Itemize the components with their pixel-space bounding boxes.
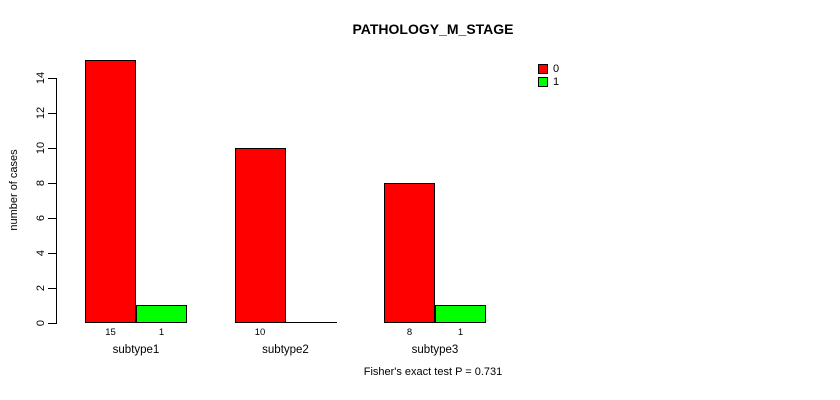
bar-subtype1-0	[85, 60, 136, 323]
y-tick	[48, 78, 57, 79]
y-tick-label: 6	[35, 214, 47, 222]
legend: 0 1	[538, 63, 560, 88]
bar-subtype3-0	[384, 183, 435, 323]
x-category-label: subtype2	[262, 344, 309, 356]
bar-value-label: 1	[457, 327, 464, 338]
bar-subtype1-1	[136, 305, 187, 323]
y-tick	[48, 288, 57, 289]
bar-subtype3-1	[435, 305, 486, 323]
legend-label-0: 0	[553, 63, 560, 75]
bar-subtype2-0	[234, 148, 286, 323]
legend-label-1: 1	[553, 76, 560, 88]
y-tick-label: 4	[35, 249, 47, 257]
legend-swatch-green	[538, 77, 548, 87]
bar-value-label: 10	[254, 327, 266, 338]
bar-value-label: 15	[105, 327, 116, 338]
bar-subtype2-1	[285, 322, 337, 323]
y-tick	[48, 253, 57, 254]
annotation-text: Fisher's exact test P = 0.731	[363, 366, 503, 378]
y-tick-label: 2	[35, 284, 47, 292]
bar-value-label: 1	[158, 327, 165, 338]
y-tick	[48, 218, 57, 219]
y-tick	[48, 113, 57, 114]
y-tick-label: 10	[35, 141, 47, 155]
y-tick	[48, 323, 57, 324]
bar-value-label: 8	[406, 327, 413, 338]
y-tick-label: 8	[35, 179, 47, 187]
x-category-label: subtype3	[411, 344, 459, 356]
y-axis-title: number of cases	[8, 149, 20, 231]
y-axis-line	[56, 78, 57, 324]
x-category-label: subtype1	[112, 344, 160, 356]
y-tick-label: 12	[35, 106, 47, 120]
legend-item-0: 0	[538, 63, 560, 75]
legend-item-1: 1	[538, 76, 560, 88]
y-tick	[48, 183, 57, 184]
y-tick-label: 0	[35, 319, 47, 327]
y-tick	[48, 148, 57, 149]
legend-swatch-red	[538, 64, 548, 74]
y-tick-label: 14	[35, 71, 47, 85]
chart-title: PATHOLOGY_M_STAGE	[352, 21, 514, 37]
